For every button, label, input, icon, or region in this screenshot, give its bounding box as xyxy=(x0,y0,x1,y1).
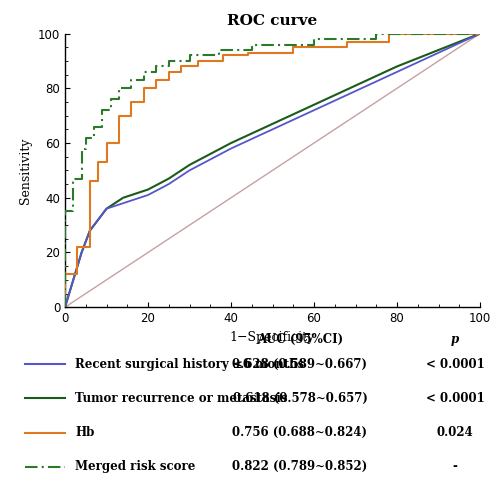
X-axis label: 1−Specificity: 1−Specificity xyxy=(230,331,315,344)
Text: Hb: Hb xyxy=(75,426,94,439)
Text: 0.756 (0.688~0.824): 0.756 (0.688~0.824) xyxy=(232,426,368,439)
Text: p: p xyxy=(451,333,459,346)
Text: < 0.0001: < 0.0001 xyxy=(426,392,484,405)
Text: -: - xyxy=(452,460,458,473)
Title: ROC curve: ROC curve xyxy=(228,14,318,28)
Text: AUC (95%CI): AUC (95%CI) xyxy=(257,333,343,346)
Text: 0.024: 0.024 xyxy=(436,426,474,439)
Text: < 0.0001: < 0.0001 xyxy=(426,358,484,371)
Text: Recent surgical history ≤6 months: Recent surgical history ≤6 months xyxy=(75,358,304,371)
Text: 0.618 (0.578~0.657): 0.618 (0.578~0.657) xyxy=(232,392,368,405)
Y-axis label: Sensitivity: Sensitivity xyxy=(20,137,32,204)
Text: 0.628 (0.589~0.667): 0.628 (0.589~0.667) xyxy=(232,358,368,371)
Text: Tumor recurrence or metastasis: Tumor recurrence or metastasis xyxy=(75,392,288,405)
Text: Merged risk score: Merged risk score xyxy=(75,460,196,473)
Text: 0.822 (0.789~0.852): 0.822 (0.789~0.852) xyxy=(232,460,368,473)
